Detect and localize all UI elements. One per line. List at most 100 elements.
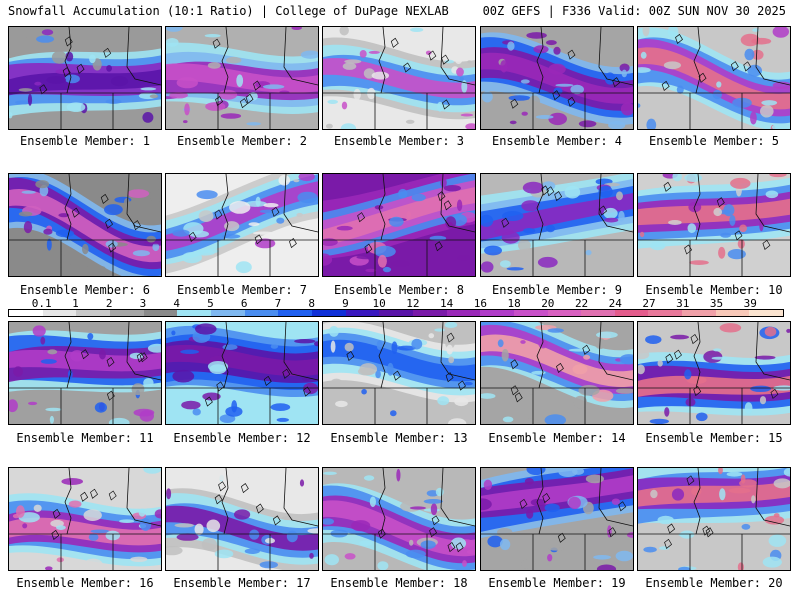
member-label: Ensemble Member: 10 bbox=[645, 283, 783, 297]
member-map bbox=[637, 173, 791, 277]
member-map bbox=[322, 26, 476, 130]
member-label: Ensemble Member: 9 bbox=[491, 283, 623, 297]
colorbar-label: 10 bbox=[372, 297, 386, 310]
colorbar-swatch bbox=[42, 310, 77, 316]
member-map bbox=[8, 467, 162, 571]
colorbar-label: 39 bbox=[743, 297, 757, 310]
member-label: Ensemble Member: 12 bbox=[173, 431, 311, 445]
member-label: Ensemble Member: 11 bbox=[16, 431, 154, 445]
snowfall-map bbox=[481, 174, 633, 276]
colorbar-label: 16 bbox=[473, 297, 487, 310]
snowfall-map bbox=[638, 468, 790, 570]
colorbar-swatch bbox=[480, 310, 514, 316]
header: Snowfall Accumulation (10:1 Ratio) | Col… bbox=[0, 0, 800, 22]
colorbar-label: 14 bbox=[439, 297, 454, 310]
member-map bbox=[8, 26, 162, 130]
colorbar-label: 2 bbox=[105, 297, 113, 310]
member-map bbox=[637, 321, 791, 425]
colorbar-label: 12 bbox=[406, 297, 420, 310]
snowfall-map bbox=[9, 174, 161, 276]
snowfall-map bbox=[481, 322, 633, 424]
colorbar-swatch bbox=[345, 310, 380, 316]
colorbar-label: 6 bbox=[240, 297, 248, 310]
member-map bbox=[637, 26, 791, 130]
member-map bbox=[322, 173, 476, 277]
member-map bbox=[480, 173, 634, 277]
colorbar-label: 31 bbox=[676, 297, 690, 310]
colorbar-label: 24 bbox=[608, 297, 622, 310]
colorbar-swatch bbox=[513, 310, 548, 316]
member-map bbox=[165, 173, 319, 277]
member-label: Ensemble Member: 17 bbox=[173, 576, 311, 590]
snowfall-map bbox=[166, 322, 318, 424]
member-label: Ensemble Member: 8 bbox=[333, 283, 465, 297]
member-map bbox=[637, 467, 791, 571]
member-map bbox=[322, 467, 476, 571]
colorbar-swatch bbox=[109, 310, 144, 316]
member-label: Ensemble Member: 18 bbox=[330, 576, 468, 590]
colorbar-label: 8 bbox=[308, 297, 315, 310]
colorbar-label: 5 bbox=[207, 297, 214, 310]
member-map bbox=[480, 467, 634, 571]
member-label: Ensemble Member: 2 bbox=[176, 134, 308, 148]
colorbar-label: 27 bbox=[642, 297, 656, 310]
colorbar-label: 9 bbox=[342, 297, 349, 310]
member-map bbox=[165, 26, 319, 130]
colorbar-swatch bbox=[379, 310, 413, 316]
snowfall-map bbox=[638, 322, 790, 424]
colorbar-swatch bbox=[412, 310, 447, 316]
colorbar-swatch bbox=[244, 310, 279, 316]
snowfall-map bbox=[166, 174, 318, 276]
snowfall-map bbox=[481, 27, 633, 129]
colorbar-label: 18 bbox=[507, 297, 521, 310]
member-map bbox=[322, 321, 476, 425]
member-label: Ensemble Member: 13 bbox=[330, 431, 468, 445]
colorbar-label: 4 bbox=[173, 297, 180, 310]
colorbar-swatch bbox=[278, 310, 312, 316]
member-map bbox=[165, 467, 319, 571]
colorbar-label: 1 bbox=[72, 297, 79, 310]
colorbar-swatch bbox=[648, 310, 683, 316]
colorbar-swatch bbox=[581, 310, 615, 316]
member-label: Ensemble Member: 4 bbox=[491, 134, 623, 148]
colorbar-swatch bbox=[715, 310, 750, 316]
snowfall-map bbox=[9, 468, 161, 570]
colorbar-swatch bbox=[614, 310, 649, 316]
member-label: Ensemble Member: 15 bbox=[645, 431, 783, 445]
colorbar-swatch bbox=[682, 310, 716, 316]
member-map bbox=[165, 321, 319, 425]
member-map bbox=[480, 26, 634, 130]
colorbar-swatch bbox=[547, 310, 582, 316]
member-label: Ensemble Member: 14 bbox=[488, 431, 626, 445]
colorbar-swatch bbox=[749, 310, 784, 316]
colorbar-label: 35 bbox=[709, 297, 724, 310]
member-label: Ensemble Member: 1 bbox=[19, 134, 151, 148]
colorbar-swatch bbox=[9, 310, 43, 316]
snowfall-map bbox=[481, 468, 633, 570]
colorbar-label: 0.1 bbox=[31, 297, 52, 310]
snowfall-map bbox=[638, 27, 790, 129]
member-label: Ensemble Member: 6 bbox=[19, 283, 151, 297]
snowfall-map bbox=[9, 27, 161, 129]
member-map bbox=[480, 321, 634, 425]
colorbar-swatch bbox=[210, 310, 245, 316]
member-label: Ensemble Member: 7 bbox=[176, 283, 308, 297]
snowfall-map bbox=[323, 468, 475, 570]
colorbar-swatch bbox=[177, 310, 211, 316]
snowfall-map bbox=[166, 468, 318, 570]
colorbar-swatch bbox=[446, 310, 481, 316]
member-label: Ensemble Member: 19 bbox=[488, 576, 626, 590]
colorbar-label: 22 bbox=[574, 297, 589, 310]
map-title: Snowfall Accumulation (10:1 Ratio) | Col… bbox=[8, 4, 449, 18]
member-label: Ensemble Member: 3 bbox=[333, 134, 465, 148]
colorbar-labels: 0.1 1 2 3 4 5 6 7 8 9 10 12 14 16 18 20 22 24 27 31 35 39 bbox=[0, 297, 800, 310]
colorbar-label: 3 bbox=[139, 297, 147, 310]
snowfall-map bbox=[323, 322, 475, 424]
colorbar-swatch bbox=[143, 310, 178, 316]
member-map bbox=[8, 321, 162, 425]
snowfall-map bbox=[323, 27, 475, 129]
colorbar-label: 20 bbox=[541, 297, 555, 310]
member-map bbox=[8, 173, 162, 277]
colorbar-swatch bbox=[76, 310, 110, 316]
colorbar-swatch bbox=[311, 310, 346, 316]
